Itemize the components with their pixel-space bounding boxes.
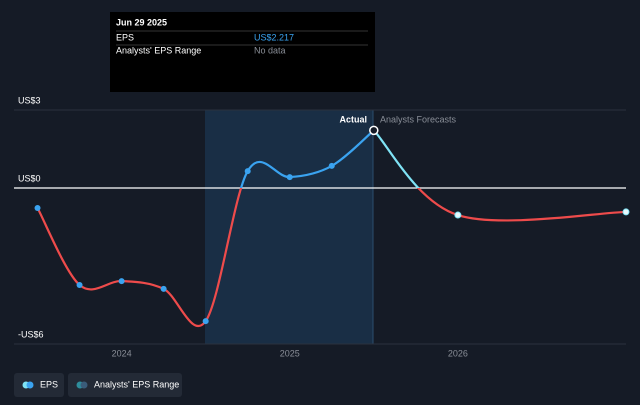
data-point <box>454 211 462 219</box>
series-line <box>373 129 627 222</box>
data-point <box>328 162 335 169</box>
y-tick-label: US$3 <box>18 95 41 105</box>
y-tick-label: US$0 <box>18 173 41 183</box>
annotation: Actual <box>339 114 367 124</box>
x-tick-label: 2024 <box>112 348 132 358</box>
legend-swatch <box>26 381 34 389</box>
x-tick-label: 2026 <box>448 348 468 358</box>
legend: EPS Analysts' EPS Range <box>14 373 182 397</box>
legend-swatch <box>80 381 88 389</box>
data-point <box>118 278 125 285</box>
legend-label: Analysts' EPS Range <box>94 379 179 389</box>
legend-label: EPS <box>40 379 58 389</box>
y-tick-label: -US$6 <box>18 329 44 339</box>
x-tick-label: 2025 <box>280 348 300 358</box>
data-point <box>34 205 41 212</box>
tooltip-date: Jun 29 2025 <box>116 17 167 27</box>
data-point <box>202 318 209 325</box>
data-point <box>244 168 251 175</box>
data-point <box>286 174 293 181</box>
data-point <box>160 285 167 292</box>
tooltip-value: No data <box>254 45 286 55</box>
tooltip-value: US$2.217 <box>254 32 294 42</box>
tooltip-box <box>110 12 375 92</box>
data-point <box>76 281 83 288</box>
data-point <box>622 208 630 216</box>
highlight-point <box>369 125 379 136</box>
legend-item[interactable] <box>68 373 182 397</box>
past-year-shade <box>205 110 373 344</box>
tooltip: Jun 29 2025 EPS US$2.217 Analysts' EPS R… <box>110 12 375 92</box>
legend-item[interactable] <box>14 373 64 397</box>
tooltip-label: EPS <box>116 32 134 42</box>
annotation: Analysts Forecasts <box>380 114 457 124</box>
tooltip-label: Analysts' EPS Range <box>116 45 201 55</box>
